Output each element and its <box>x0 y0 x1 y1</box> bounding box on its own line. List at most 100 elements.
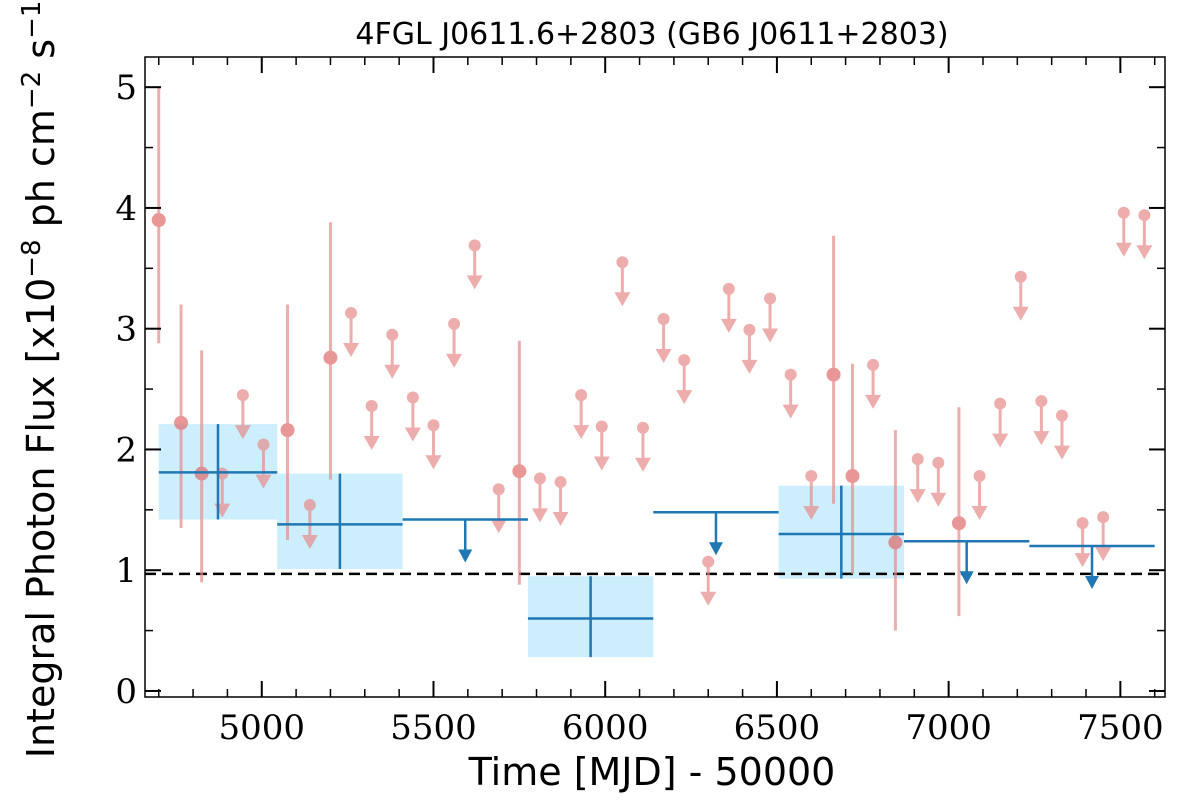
x-tick-label: 5500 <box>390 708 477 748</box>
y-tick-label: 1 <box>115 551 137 591</box>
upper-limit-arrow <box>573 425 590 440</box>
upper-limit-arrow <box>384 364 401 379</box>
long-bin-points <box>158 424 1155 658</box>
y-axis-label-part2: ph cm <box>19 109 63 239</box>
short-bin-point <box>1115 206 1132 257</box>
upper-limit-arrow <box>700 591 717 606</box>
upper-limit-marker <box>616 256 629 269</box>
long-bin-point <box>778 485 904 579</box>
short-bin-point <box>992 397 1009 448</box>
long-bin-ul-arrow <box>708 542 723 556</box>
detection-marker <box>151 213 166 228</box>
upper-limit-arrow <box>762 328 779 343</box>
upper-limit-arrow <box>404 427 421 442</box>
short-bin-points <box>151 87 1153 631</box>
short-bin-point <box>888 430 903 631</box>
short-bin-point <box>826 235 841 504</box>
upper-limit-marker <box>867 358 880 371</box>
long-bin-ul-arrow <box>959 571 974 585</box>
upper-limit-marker <box>657 313 670 326</box>
upper-limit-arrow <box>803 506 820 521</box>
upper-limit-arrow <box>741 359 758 374</box>
upper-limit-arrow <box>655 349 672 364</box>
x-axis-label: Time [MJD] - 50000 <box>468 750 836 794</box>
short-bin-point <box>466 239 483 290</box>
y-tick-label: 3 <box>115 310 137 350</box>
y-axis-label-part4: ] <box>19 0 63 1</box>
short-bin-point <box>865 358 882 409</box>
short-bin-point <box>593 420 610 471</box>
upper-limit-marker <box>1055 409 1068 422</box>
upper-limit-marker <box>702 555 715 568</box>
upper-limit-arrow <box>782 404 799 419</box>
upper-limit-marker <box>1076 517 1089 530</box>
upper-limit-arrow <box>234 425 251 440</box>
short-bin-point <box>384 328 401 379</box>
upper-limit-marker <box>236 389 249 402</box>
short-bin-point <box>174 304 189 528</box>
y-axis-label-exp1: −8 <box>17 239 47 277</box>
upper-limit-arrow <box>1115 242 1132 257</box>
upper-limit-marker <box>257 438 270 451</box>
short-bin-point <box>1074 517 1091 568</box>
short-bin-point <box>782 368 799 419</box>
short-bin-point <box>1095 511 1112 562</box>
upper-limit-arrow <box>614 292 631 307</box>
x-tick-label: 7000 <box>905 708 992 748</box>
x-tick-label: 6000 <box>562 708 649 748</box>
upper-limit-marker <box>448 317 461 330</box>
short-bin-point <box>301 499 318 549</box>
detection-marker <box>951 516 966 531</box>
y-axis-label-exp3: −1 <box>17 1 47 39</box>
upper-limit-arrow <box>531 508 548 523</box>
upper-limit-marker <box>973 470 986 483</box>
short-bin-point <box>343 307 360 357</box>
short-bin-point <box>573 389 590 440</box>
long-bin-point <box>402 518 528 563</box>
upper-limit-marker <box>784 368 797 381</box>
upper-limit-arrow <box>466 275 483 290</box>
short-bin-point <box>971 470 988 521</box>
y-axis-label-exp2: −2 <box>17 71 47 109</box>
upper-limit-marker <box>994 397 1007 410</box>
upper-limit-marker <box>554 476 567 489</box>
x-tick-label: 6500 <box>734 708 821 748</box>
upper-limit-arrow <box>593 456 610 471</box>
short-bin-point <box>490 483 507 534</box>
short-bin-point <box>446 317 463 368</box>
detection-marker <box>323 350 338 365</box>
detection-marker <box>888 535 903 550</box>
upper-limit-arrow <box>446 353 463 368</box>
upper-limit-arrow <box>1136 245 1153 260</box>
short-bin-point <box>234 389 251 440</box>
y-ticks: 0 1 2 3 4 5 <box>115 68 1165 712</box>
upper-limit-marker <box>678 354 691 367</box>
short-bin-point <box>552 476 569 527</box>
short-bin-point <box>323 222 338 480</box>
short-bin-point <box>404 391 421 442</box>
upper-limit-arrow <box>930 492 947 507</box>
short-bin-point <box>280 304 295 541</box>
short-bin-point <box>531 472 548 523</box>
short-bin-point <box>741 323 758 374</box>
upper-limit-arrow <box>676 390 693 405</box>
upper-limit-marker <box>427 419 440 432</box>
short-bin-point <box>845 363 860 574</box>
long-bin-bands <box>158 424 904 658</box>
long-bin-point <box>527 576 654 658</box>
long-bin-point <box>158 424 278 520</box>
upper-limit-marker <box>805 470 818 483</box>
upper-limit-arrow <box>1095 547 1112 562</box>
y-tick-label: 2 <box>115 430 137 470</box>
upper-limit-marker <box>764 292 777 305</box>
upper-limit-arrow <box>909 489 926 504</box>
upper-limit-marker <box>911 453 924 466</box>
long-bin-point <box>1029 544 1155 590</box>
short-bin-point <box>1012 270 1029 321</box>
upper-limit-arrow <box>363 435 380 450</box>
short-bin-point <box>1053 409 1070 460</box>
short-bin-point <box>720 282 737 333</box>
upper-limit-arrow <box>720 318 737 333</box>
detection-marker <box>174 415 189 430</box>
